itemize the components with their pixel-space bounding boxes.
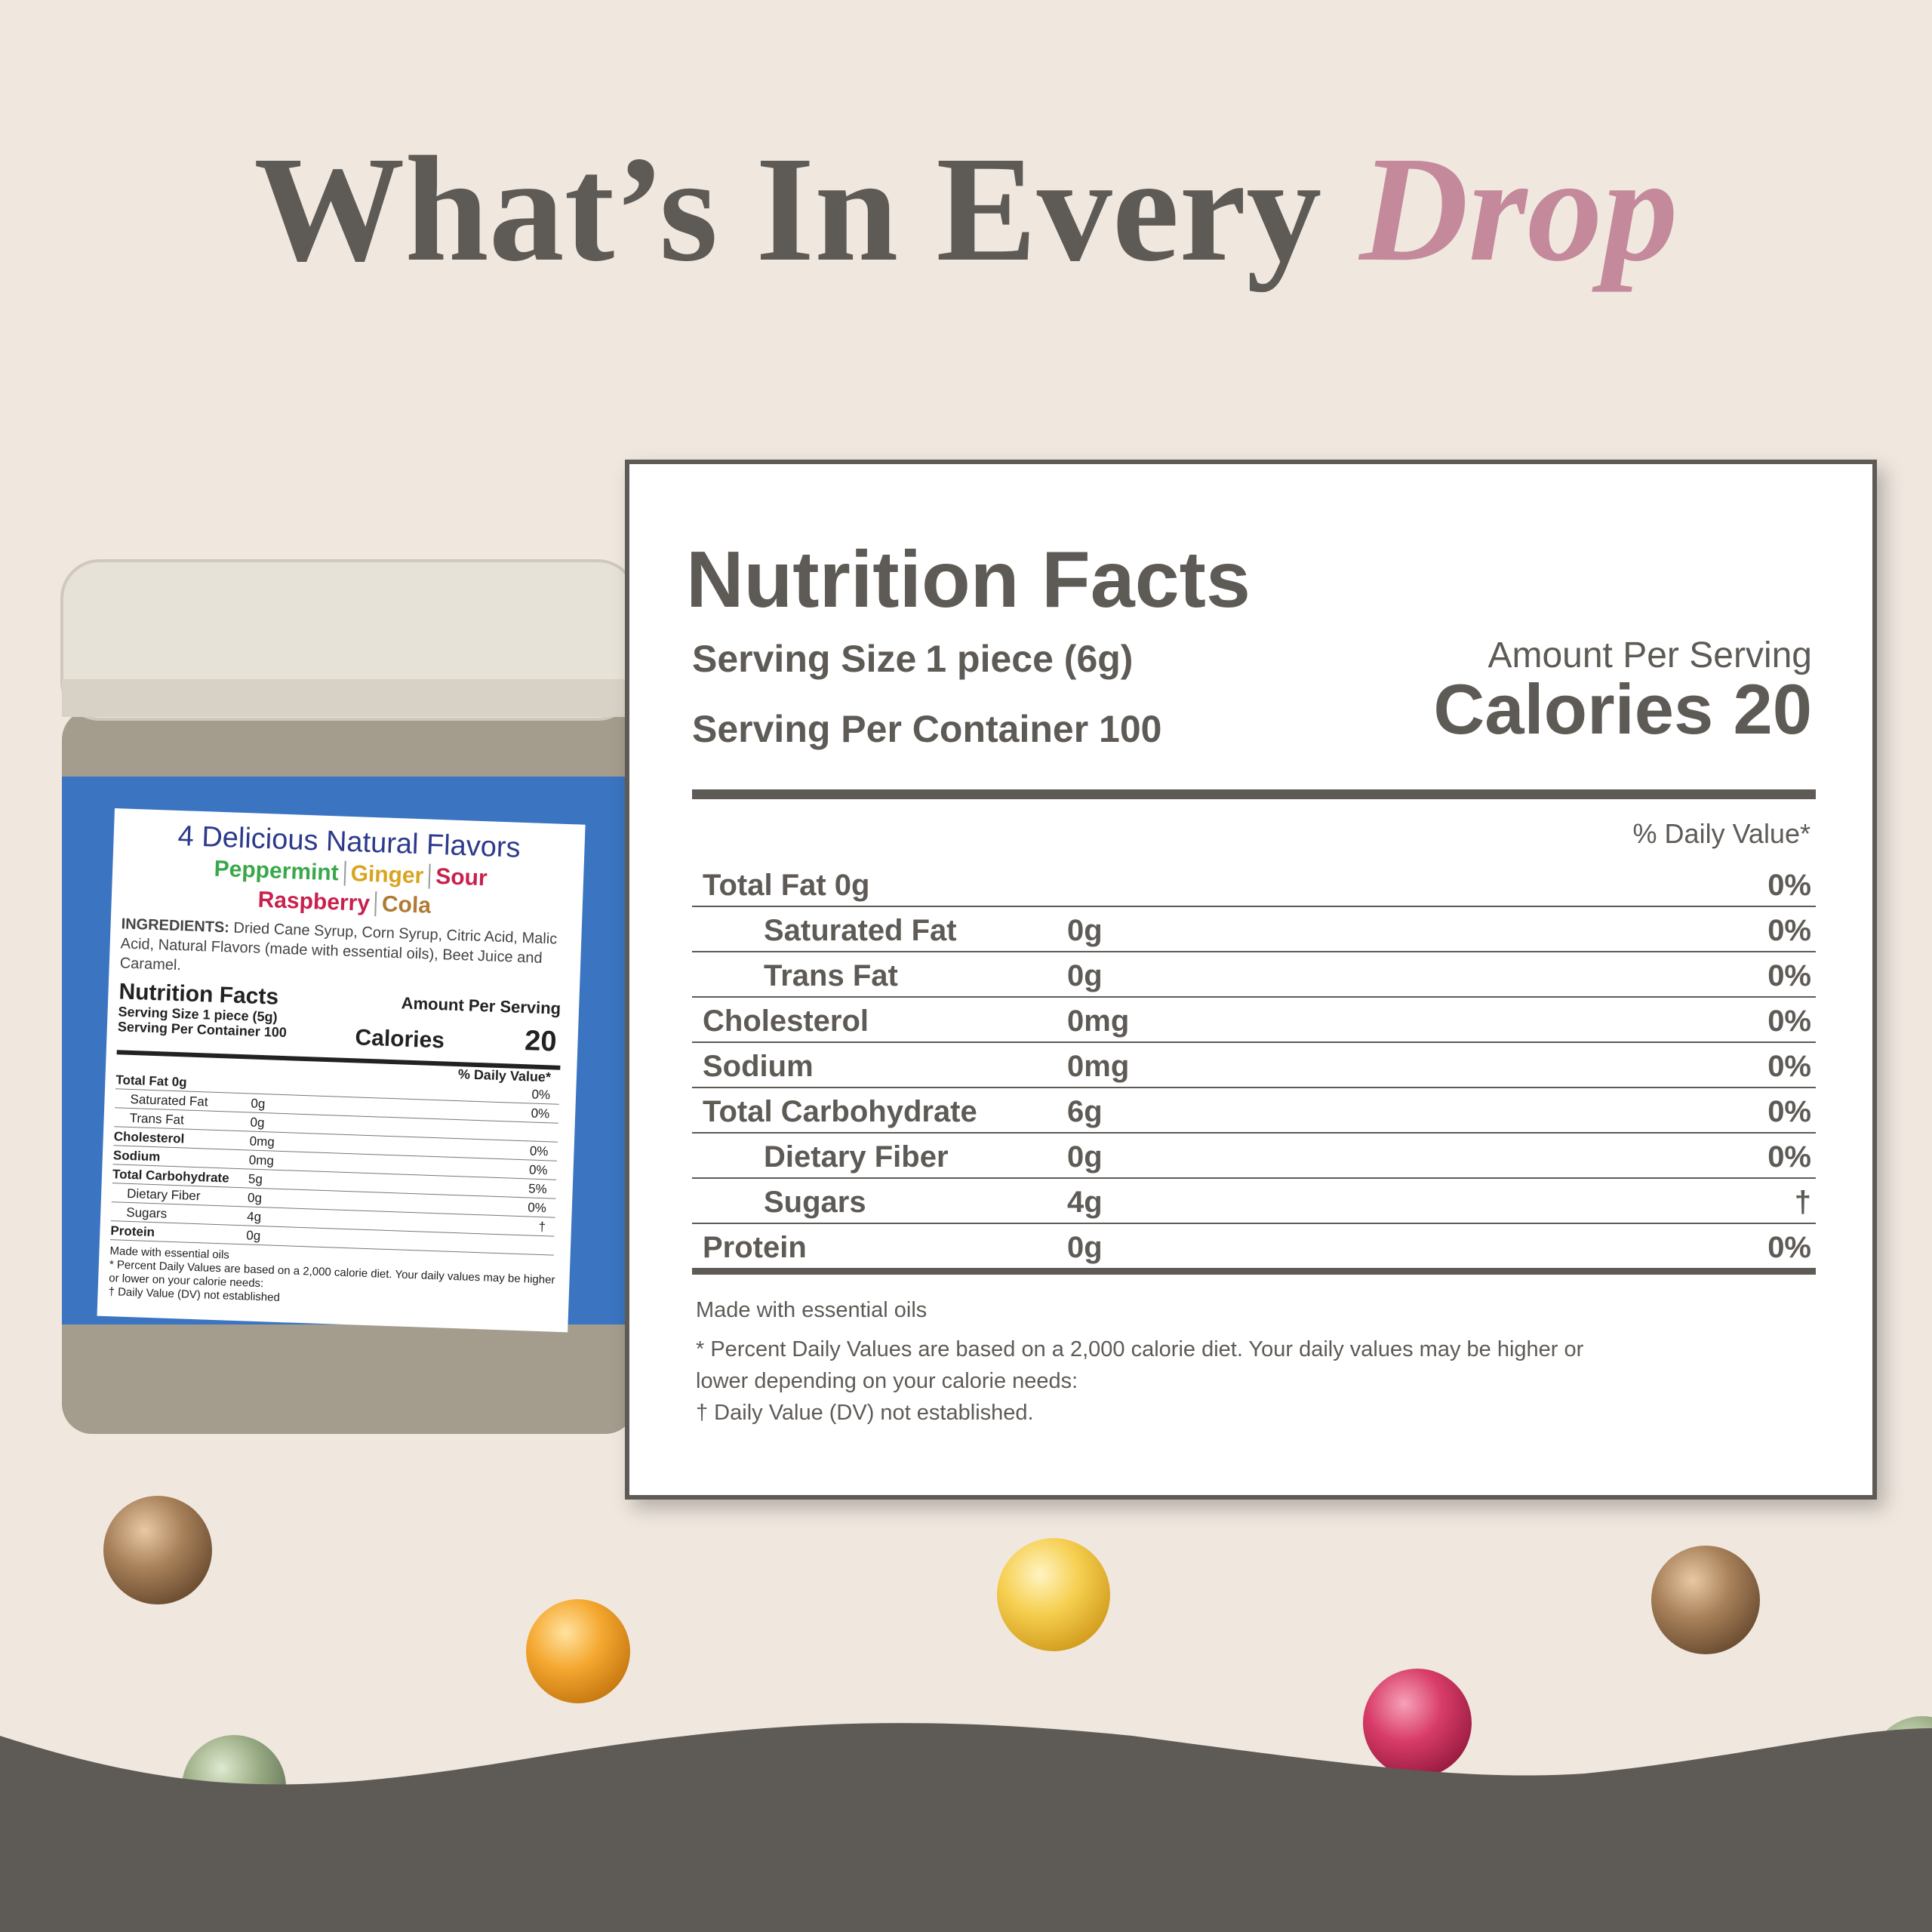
nutrient-dv: 0% [1767, 1050, 1811, 1083]
nutrient-dv: 0% [1767, 1095, 1811, 1128]
nutrient-amount: 5g [248, 1171, 263, 1186]
footnotes: Made with essential oils * Percent Daily … [696, 1294, 1639, 1429]
nutrient-dv: 0% [1767, 1004, 1811, 1038]
candy [997, 1538, 1110, 1651]
nutrient-name: Trans Fat [764, 959, 898, 992]
daily-value-header: % Daily Value* [1632, 818, 1810, 849]
nutrient-dv: 0% [1767, 1140, 1811, 1174]
footnote: * Percent Daily Values are based on a 2,… [696, 1337, 1584, 1393]
nutrient-name: Total Carbohydrate [112, 1166, 229, 1186]
nutrient-row: Saturated Fat 0g 0% [692, 907, 1816, 952]
wave [0, 1723, 1932, 1932]
nutrient-name: Cholesterol [703, 1004, 869, 1038]
nutrient-name: Dietary Fiber [764, 1140, 949, 1174]
nutrient-dv: 5% [528, 1181, 548, 1197]
nutrient-name: Sodium [112, 1148, 161, 1164]
serving-size-value: 1 piece (6g) [925, 638, 1134, 680]
nutrient-dv: 0% [1767, 959, 1811, 992]
nutrient-amount: 0g [1067, 1140, 1103, 1174]
nutrient-name: Sodium [703, 1050, 814, 1083]
nutrient-amount: 0g [246, 1228, 261, 1243]
nutrient-dv: † [538, 1219, 546, 1235]
nutrient-name: Sugars [764, 1186, 866, 1219]
nutrient-name: Cholesterol [113, 1129, 185, 1146]
candy [526, 1599, 630, 1703]
candy [1363, 1669, 1472, 1777]
nutrient-amount: 0g [1067, 1231, 1103, 1264]
servings-per-container: Serving Per Container 100 [692, 708, 1162, 750]
nutrient-row: Trans Fat 0g 0% [692, 952, 1816, 998]
nutrient-dv: 0% [1767, 1231, 1811, 1264]
nutrient-row: Protein 0g 0% [692, 1224, 1816, 1268]
thick-rule [692, 789, 1816, 799]
nutrient-dv: † [1794, 1186, 1811, 1219]
jar-footnotes: Made with essential oils * Percent Daily … [108, 1244, 559, 1315]
nutrient-dv: 0% [531, 1087, 551, 1103]
nutrient-dv: 0% [1767, 914, 1811, 947]
nutrition-panel: Nutrition Facts Serving Size 1 piece (6g)… [625, 460, 1877, 1500]
nutrient-dv: 0% [531, 1106, 550, 1121]
nutrient-row: Total Fat 0g 0% [692, 862, 1816, 907]
nutrient-name: Total Carbohydrate [703, 1095, 977, 1128]
ingredients-label: INGREDIENTS: [121, 915, 230, 937]
jar-label: 4 Delicious Natural Flavors Peppermint Gi… [97, 808, 586, 1333]
nutrient-name: Saturated Fat [130, 1091, 208, 1109]
amount-per-serving: Amount Per Serving [1487, 635, 1812, 675]
nutrient-amount: 0g [251, 1096, 266, 1111]
headline: What’s In Every Drop [0, 134, 1932, 285]
nutrient-row: Sugars 4g † [692, 1179, 1816, 1224]
nutrient-name: Saturated Fat [764, 914, 957, 947]
jar-nf-head: Nutrition Facts Serving Size 1 piece (5g… [117, 979, 569, 1063]
nutrient-name: Total Fat 0g [115, 1072, 187, 1090]
nutrient-amount: 0g [247, 1190, 263, 1205]
jar-cap-rim [62, 679, 635, 717]
nutrient-amount: 4g [1067, 1186, 1103, 1219]
headline-main: What’s In Every [254, 126, 1322, 293]
nutrient-dv: 0% [528, 1162, 548, 1178]
nutrient-amount: 4g [246, 1209, 262, 1224]
nutrient-name: Total Fat 0g [703, 869, 870, 902]
footnote: Made with essential oils [696, 1298, 928, 1322]
headline-accent: Drop [1359, 126, 1678, 293]
nutrient-row: Sodium 0mg 0% [692, 1043, 1816, 1088]
jar-ingredients: INGREDIENTS: Dried Cane Syrup, Corn Syru… [119, 914, 571, 989]
nutrient-dv: 0% [529, 1143, 549, 1159]
nutrient-amount: 0g [1067, 914, 1103, 947]
flavor: Ginger [343, 860, 429, 889]
nutrient-amount: 0mg [248, 1152, 275, 1168]
nf-title: Nutrition Facts [686, 535, 1251, 624]
nutrient-dv: 0% [527, 1200, 547, 1216]
candy [103, 1496, 212, 1604]
nutrient-row: Total Carbohydrate 6g 0% [692, 1088, 1816, 1134]
flavor: Cola [374, 891, 437, 918]
nutrient-row: Cholesterol 0mg 0% [692, 998, 1816, 1043]
serving-size-label: Serving Size [692, 638, 917, 680]
nutrient-name: Protein [110, 1223, 155, 1239]
nutrient-name: Sugars [126, 1204, 168, 1221]
candy [1651, 1546, 1760, 1654]
nutrient-amount: 0g [250, 1115, 265, 1130]
nutrient-rows: Total Fat 0g 0% Saturated Fat 0g 0% Trans Fat… [692, 862, 1816, 1275]
jar-calories: 20 [524, 1024, 558, 1058]
flavor: Peppermint [214, 856, 340, 886]
jar-calories-label: Calories [355, 1025, 445, 1054]
calories: Calories 20 [1433, 669, 1812, 749]
nutrient-amount: 6g [1067, 1095, 1103, 1128]
nutrient-amount: 0mg [1067, 1004, 1130, 1038]
nutrient-name: Dietary Fiber [126, 1186, 201, 1204]
nutrient-amount: 0mg [1067, 1050, 1130, 1083]
nutrient-name: Trans Fat [129, 1110, 185, 1128]
serving-size: Serving Size 1 piece (6g) [692, 640, 1133, 678]
nutrient-dv: 0% [1767, 869, 1811, 902]
nutrient-amount: 0mg [249, 1134, 275, 1149]
jar-rows: Total Fat 0g 0% Saturated Fat 0g 0% Trans Fat… [110, 1070, 565, 1256]
nutrient-name: Protein [703, 1231, 807, 1264]
nutrient-amount: 0g [1067, 959, 1103, 992]
nutrient-row: Dietary Fiber 0g 0% [692, 1134, 1816, 1179]
footnote: † Daily Value (DV) not established. [696, 1401, 1034, 1425]
